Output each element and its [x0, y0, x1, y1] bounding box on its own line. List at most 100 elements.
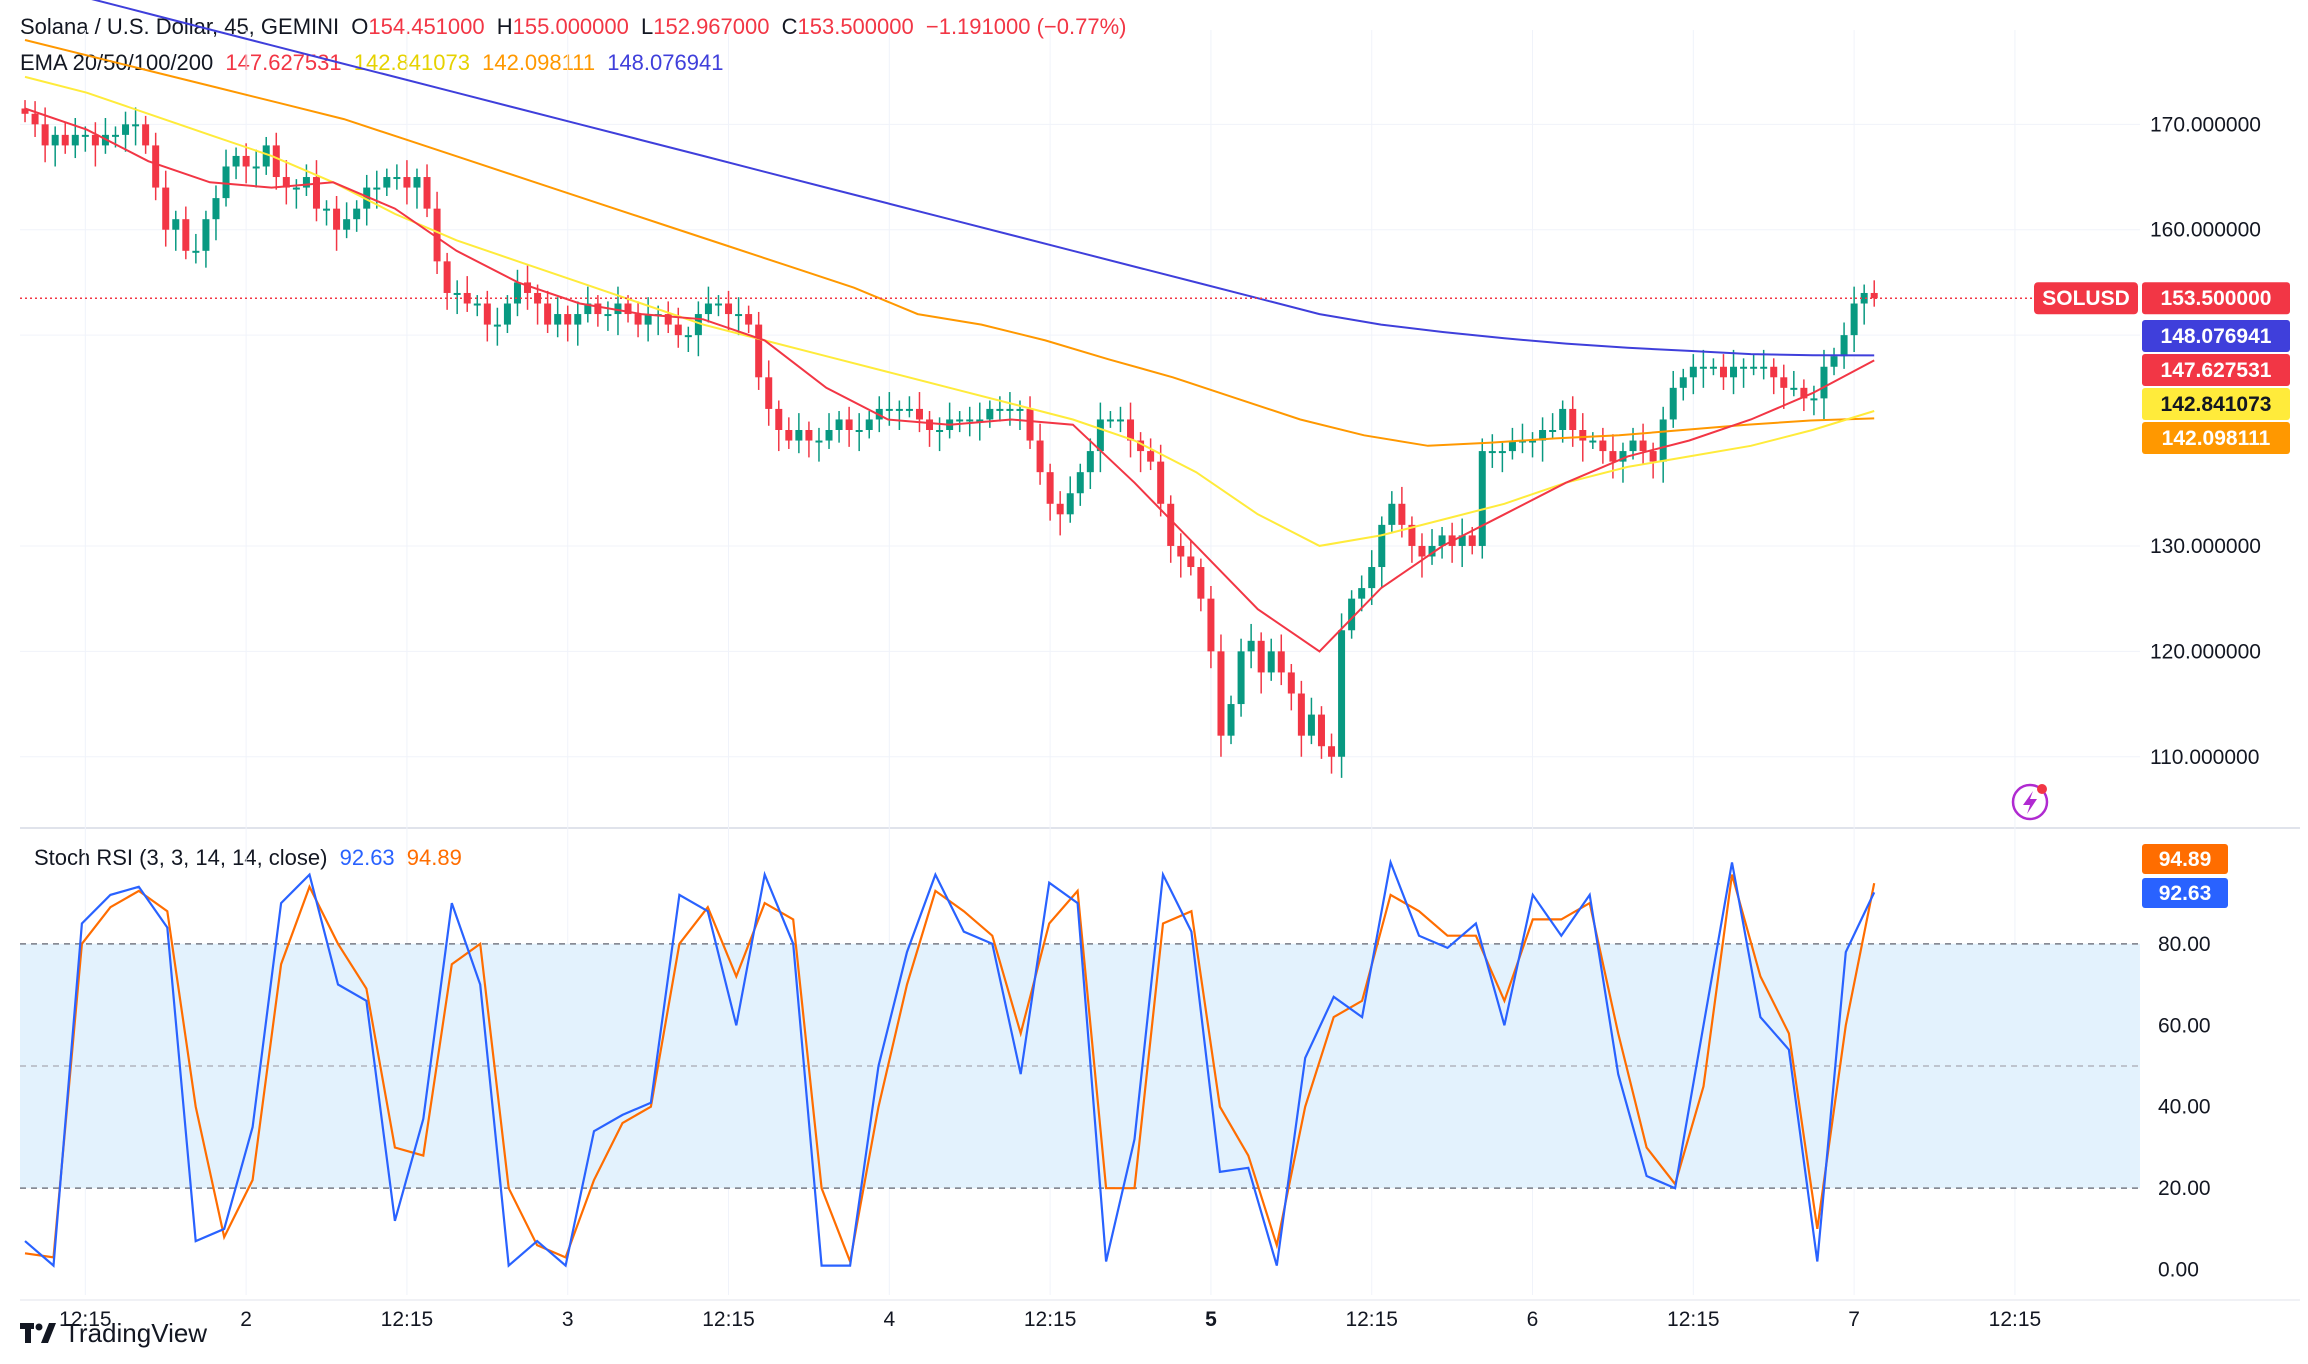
candle-body[interactable]	[714, 303, 722, 306]
candle-body[interactable]	[1468, 535, 1476, 546]
candle-body[interactable]	[463, 292, 471, 304]
candle-body[interactable]	[1669, 387, 1677, 420]
ema200-tag[interactable]	[2142, 320, 2290, 352]
candle-body[interactable]	[544, 303, 552, 325]
candle-body[interactable]	[1870, 292, 1878, 299]
candle-body[interactable]	[915, 408, 923, 420]
candle-body[interactable]	[373, 187, 381, 190]
candle-body[interactable]	[242, 155, 250, 167]
candle-body[interactable]	[1599, 440, 1607, 452]
candle-body[interactable]	[1257, 640, 1265, 673]
candle-body[interactable]	[1106, 419, 1114, 422]
candle-body[interactable]	[1579, 430, 1587, 441]
candle-body[interactable]	[825, 430, 833, 441]
candle-body[interactable]	[262, 145, 270, 167]
candle-body[interactable]	[1056, 503, 1064, 515]
candle-body[interactable]	[725, 303, 733, 315]
candle-body[interactable]	[132, 124, 140, 127]
candle-body[interactable]	[986, 408, 994, 420]
candle-body[interactable]	[966, 419, 974, 422]
stoch-d-tag[interactable]	[2142, 844, 2228, 874]
candle-body[interactable]	[1750, 366, 1758, 369]
candle-body[interactable]	[745, 314, 753, 325]
candle-body[interactable]	[1549, 430, 1557, 432]
candle-body[interactable]	[1328, 746, 1336, 757]
candle-body[interactable]	[1589, 440, 1597, 443]
candle-body[interactable]	[433, 208, 441, 262]
candle-body[interactable]	[684, 335, 692, 338]
candle-body[interactable]	[1116, 419, 1124, 422]
candle-body[interactable]	[1830, 356, 1838, 367]
candle-body[interactable]	[614, 303, 622, 315]
candle-body[interactable]	[21, 108, 29, 114]
candle-body[interactable]	[1237, 651, 1245, 705]
candle-body[interactable]	[775, 408, 783, 430]
candle-body[interactable]	[1760, 366, 1768, 369]
candle-body[interactable]	[443, 261, 451, 293]
candle-body[interactable]	[423, 177, 431, 209]
candle-body[interactable]	[996, 408, 1004, 411]
candle-body[interactable]	[1267, 651, 1275, 673]
candle-body[interactable]	[1026, 408, 1034, 441]
candle-body[interactable]	[1207, 598, 1215, 652]
candle-body[interactable]	[31, 113, 39, 125]
candle-body[interactable]	[483, 303, 491, 325]
candle-body[interactable]	[534, 292, 542, 304]
candle-body[interactable]	[1287, 672, 1295, 694]
candle-body[interactable]	[895, 408, 903, 411]
candle-body[interactable]	[1569, 408, 1577, 430]
candle-body[interactable]	[815, 440, 823, 443]
candle-body[interactable]	[805, 430, 813, 441]
candle-body[interactable]	[956, 419, 964, 422]
ema100-line[interactable]	[24, 39, 1875, 447]
candle-body[interactable]	[1539, 430, 1547, 441]
candle-body[interactable]	[1428, 545, 1436, 557]
candle-body[interactable]	[1488, 451, 1496, 454]
candle-body[interactable]	[936, 430, 944, 432]
candle-body[interactable]	[1559, 408, 1567, 430]
candle-body[interactable]	[1227, 704, 1235, 736]
candle-body[interactable]	[1277, 651, 1285, 673]
candle-body[interactable]	[1609, 451, 1617, 462]
candle-body[interactable]	[1639, 440, 1647, 452]
candle-body[interactable]	[1096, 419, 1104, 452]
candle-body[interactable]	[1529, 440, 1537, 443]
candle-body[interactable]	[1217, 651, 1225, 736]
candle-body[interactable]	[1840, 335, 1848, 357]
candle-body[interactable]	[41, 124, 49, 146]
stoch-k-line[interactable]	[24, 858, 1876, 1268]
candle-body[interactable]	[1177, 545, 1185, 557]
candle-body[interactable]	[162, 187, 170, 230]
candle-body[interactable]	[1709, 366, 1717, 369]
candle-body[interactable]	[976, 419, 984, 422]
candle-body[interactable]	[1659, 419, 1667, 462]
candle-body[interactable]	[785, 430, 793, 441]
candle-body[interactable]	[704, 303, 712, 315]
ema50-line[interactable]	[24, 75, 1875, 547]
candle-body[interactable]	[1388, 503, 1396, 525]
tradingview-logo[interactable]: TradingView	[20, 1318, 207, 1349]
candle-body[interactable]	[835, 419, 843, 430]
candle-body[interactable]	[393, 177, 401, 180]
candle-body[interactable]	[1147, 451, 1155, 462]
candle-body[interactable]	[302, 177, 310, 188]
candle-body[interactable]	[222, 166, 230, 199]
candle-body[interactable]	[554, 314, 562, 325]
candle-body[interactable]	[574, 314, 582, 325]
candle-body[interactable]	[71, 134, 79, 146]
candle-body[interactable]	[604, 314, 612, 317]
candle-body[interactable]	[855, 430, 863, 432]
symbol-tag[interactable]	[2034, 282, 2138, 315]
candle-body[interactable]	[1297, 693, 1305, 736]
candle-body[interactable]	[765, 377, 773, 409]
candle-body[interactable]	[212, 198, 220, 220]
candle-body[interactable]	[584, 303, 592, 315]
ema50-tag[interactable]	[2142, 388, 2290, 420]
candle-body[interactable]	[172, 219, 180, 230]
candle-body[interactable]	[272, 145, 280, 178]
candle-body[interactable]	[1719, 366, 1727, 378]
candle-body[interactable]	[453, 292, 461, 295]
candle-body[interactable]	[1307, 714, 1315, 736]
candle-body[interactable]	[333, 208, 341, 230]
